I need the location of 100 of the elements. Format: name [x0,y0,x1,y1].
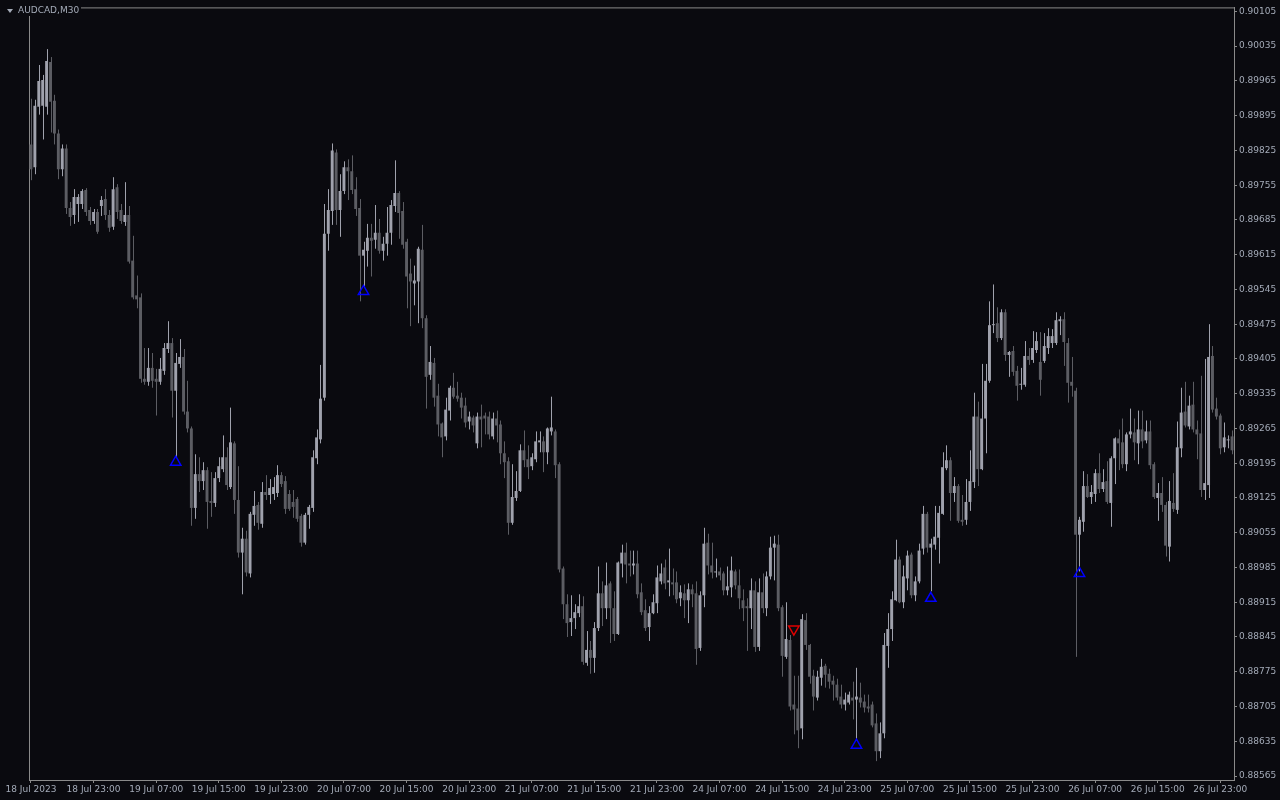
candlestick [913,575,917,602]
candlestick [686,582,690,624]
x-tick-label: 21 Jul 15:00 [567,783,622,794]
candlestick [1121,418,1124,469]
x-tick-label: 24 Jul 15:00 [755,783,810,794]
x-tick-label: 24 Jul 07:00 [692,783,747,794]
candlestick [150,352,154,389]
x-tick-label: 26 Jul 15:00 [1130,783,1185,794]
candlestick [1117,428,1121,471]
candlestick [256,501,260,531]
candlestick [68,201,72,227]
candlestick [463,397,467,428]
candlestick [369,223,373,278]
y-tick-label: 0.89195 [1239,457,1277,468]
candlestick [362,241,365,287]
candlestick [569,594,573,637]
candlestick [1183,381,1187,428]
y-tick-label: 0.88565 [1239,770,1277,781]
candlestick [737,568,741,610]
candlestick [1105,460,1109,505]
candlestick [682,583,686,619]
y-tick-label: 0.89405 [1239,353,1277,364]
x-tick-label: 25 Jul 23:00 [1005,783,1060,794]
candlestick [823,663,827,689]
candlestick [487,411,491,440]
candlestick [1132,418,1136,461]
y-tick-label: 0.88775 [1239,666,1277,677]
x-tick-label: 26 Jul 23:00 [1193,783,1248,794]
candlestick [542,435,545,473]
candlestick [268,478,272,505]
candlestick [1038,331,1042,397]
candlestick [84,187,88,217]
candlestick [107,209,111,233]
candlestick [146,347,150,387]
candlestick [201,461,205,491]
x-tick-label: 19 Jul 07:00 [129,783,184,794]
y-tick-label: 0.88915 [1239,596,1277,607]
candlestick [1007,350,1011,378]
candlestick [600,580,604,627]
candlestick [706,533,710,575]
x-tick-label: 21 Jul 07:00 [504,783,559,794]
candlestick [381,236,385,262]
candlestick [272,476,275,501]
candlestick [835,678,839,702]
y-tick-label: 0.88985 [1239,561,1277,572]
y-tick-label: 0.89755 [1239,179,1277,190]
candlestick [240,527,244,595]
y-tick-label: 0.88635 [1239,735,1277,746]
x-tick-label: 21 Jul 23:00 [629,783,685,794]
y-tick-label: 0.89825 [1239,144,1277,155]
y-tick-label: 0.89335 [1239,388,1277,399]
candlestick [264,474,268,501]
candlestick [60,143,64,177]
candlestick [733,568,737,590]
candlestick [827,668,831,690]
candlestick [99,195,103,217]
candlestick [678,584,682,607]
candlestick [647,605,651,642]
y-tick-label: 0.90035 [1239,40,1277,51]
candlestick [604,562,608,620]
point [357,284,370,296]
candlestick [624,542,628,584]
candlestick [796,675,800,749]
point [1073,566,1086,578]
candlestick [1171,472,1175,513]
candlestick [725,565,729,596]
y-tick-label: 0.88845 [1239,631,1277,642]
y-tick-label: 0.89685 [1239,214,1277,225]
candlestick [1042,332,1046,364]
candlestick [784,601,788,660]
y-tick-label: 0.89615 [1239,249,1277,260]
candlestick [76,193,80,223]
candlestick [1085,473,1089,499]
candlestick [1140,410,1144,449]
candlestick [588,640,592,675]
candlestick [291,489,295,519]
y-tick-label: 0.89475 [1239,318,1277,329]
candlestick [491,412,495,440]
chart-title: AUDCAD,M30 [18,5,80,16]
candlestick [1128,408,1132,439]
y-tick-label: 0.89055 [1239,527,1277,538]
point [169,455,182,466]
candlestick [585,630,588,667]
y-tick-label: 0.89265 [1239,422,1277,433]
candlestick [1222,422,1226,453]
candlestick [761,572,765,614]
candlestick [854,667,858,741]
y-tick-label: 0.89895 [1239,109,1277,120]
candlestick [745,597,749,652]
candlestick [373,204,377,250]
point [850,738,863,749]
x-tick-label: 25 Jul 07:00 [880,783,935,794]
candlestick [995,306,999,343]
candlestick [675,570,678,604]
candlestick [459,392,463,420]
y-tick-label: 0.90105 [1239,5,1277,16]
candlestick [1093,468,1097,503]
candlestick [929,538,933,592]
candlestick [667,548,671,597]
candlestick [749,577,753,630]
